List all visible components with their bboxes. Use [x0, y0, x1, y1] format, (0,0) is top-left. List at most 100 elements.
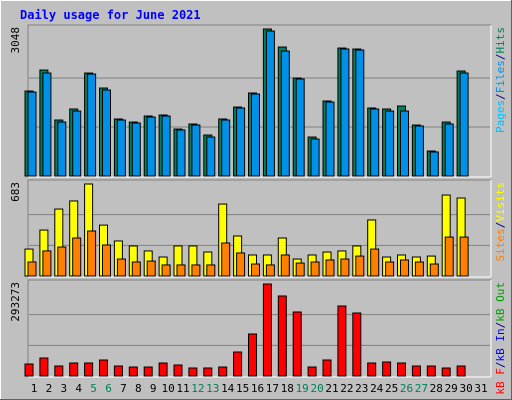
- bar: [203, 367, 213, 377]
- bar: [233, 351, 243, 377]
- x-tick-label: 14: [221, 382, 235, 395]
- bar: [340, 258, 350, 277]
- legend: Pages/Files/Hits: [494, 27, 507, 133]
- bar: [69, 362, 79, 377]
- bar: [400, 259, 409, 277]
- bar: [57, 246, 67, 277]
- bar: [236, 107, 246, 177]
- x-tick-label: 22: [340, 382, 353, 395]
- bar: [310, 138, 320, 177]
- panel: [27, 279, 492, 378]
- bar: [131, 261, 141, 277]
- bar: [385, 261, 395, 277]
- bar: [99, 359, 108, 377]
- bar: [429, 151, 439, 177]
- x-tick-label: 19: [296, 382, 309, 395]
- bar: [87, 73, 97, 177]
- bar: [355, 255, 365, 277]
- bar: [414, 125, 424, 177]
- bar: [370, 248, 380, 277]
- legend-entry: Sites: [494, 228, 507, 261]
- bar: [146, 116, 156, 177]
- legend-entry: Visits: [494, 182, 507, 222]
- x-tick-label: 23: [355, 382, 368, 395]
- bar: [102, 89, 111, 177]
- x-tick-label: 24: [370, 382, 384, 395]
- bar: [307, 366, 317, 377]
- bar: [27, 91, 37, 177]
- x-tick-label: 15: [236, 382, 249, 395]
- x-tick-label: 26: [400, 382, 413, 395]
- y-tick-label: 683: [9, 182, 22, 202]
- bar: [426, 365, 436, 377]
- bar: [370, 108, 380, 177]
- legend-entry: Hits: [494, 27, 507, 54]
- x-tick-label: 27: [415, 382, 428, 395]
- x-tick-label: 12: [191, 382, 204, 395]
- bar: [188, 367, 198, 377]
- bar: [352, 312, 362, 377]
- bar: [161, 264, 171, 277]
- bar: [158, 362, 168, 377]
- bar: [265, 30, 275, 177]
- bar: [206, 264, 216, 277]
- x-tick-label: 17: [266, 382, 279, 395]
- bar: [292, 311, 302, 377]
- bar: [143, 366, 153, 377]
- y-tick-label: 3048: [9, 27, 22, 54]
- bar: [262, 283, 272, 377]
- x-tick-label: 1: [31, 382, 38, 395]
- bar: [42, 250, 52, 277]
- bar: [367, 362, 377, 377]
- legend-separator: /: [494, 222, 507, 229]
- bar: [280, 254, 290, 277]
- bar: [251, 93, 260, 177]
- bar: [411, 365, 421, 377]
- x-tick-label: 10: [161, 382, 174, 395]
- bar: [280, 50, 290, 177]
- bar: [191, 264, 201, 277]
- bar: [57, 121, 67, 177]
- legend: kB F/kB In/kB Out: [494, 282, 507, 395]
- x-tick-label: 30: [459, 382, 472, 395]
- bar: [87, 230, 97, 277]
- bar: [221, 119, 231, 177]
- bar: [113, 365, 123, 377]
- legend: Sites/Visits: [494, 182, 507, 262]
- bar: [295, 262, 305, 277]
- legend-entry: Pages: [494, 100, 507, 133]
- x-tick-label: 9: [150, 382, 157, 395]
- bar: [459, 236, 469, 277]
- bar: [459, 72, 469, 177]
- bar: [385, 110, 395, 177]
- bar: [441, 367, 451, 377]
- bar: [429, 263, 439, 277]
- bar: [128, 366, 138, 377]
- bar: [206, 136, 216, 177]
- bar: [191, 124, 201, 177]
- bar: [221, 242, 231, 277]
- legend-separator: /: [494, 54, 507, 61]
- bar: [355, 49, 365, 177]
- bar: [218, 366, 228, 377]
- bar: [444, 123, 454, 177]
- bar: [24, 363, 34, 377]
- legend-entry: Files: [494, 60, 507, 93]
- x-tick-label: 8: [135, 382, 142, 395]
- bar: [176, 129, 186, 177]
- legend-separator: /: [494, 322, 507, 329]
- bar: [310, 261, 320, 277]
- chart-title: Daily usage for June 2021: [20, 8, 201, 22]
- bar: [444, 236, 454, 277]
- bar: [116, 119, 126, 177]
- x-tick-label: 2: [46, 382, 53, 395]
- bar: [322, 359, 332, 377]
- bar: [337, 305, 347, 377]
- legend-entry: kB In: [494, 328, 507, 361]
- x-tick-label: 11: [176, 382, 189, 395]
- x-tick-label: 13: [206, 382, 219, 395]
- bar: [131, 122, 141, 177]
- bar: [295, 78, 305, 177]
- bar: [414, 261, 424, 277]
- x-tick-label: 31: [474, 382, 487, 395]
